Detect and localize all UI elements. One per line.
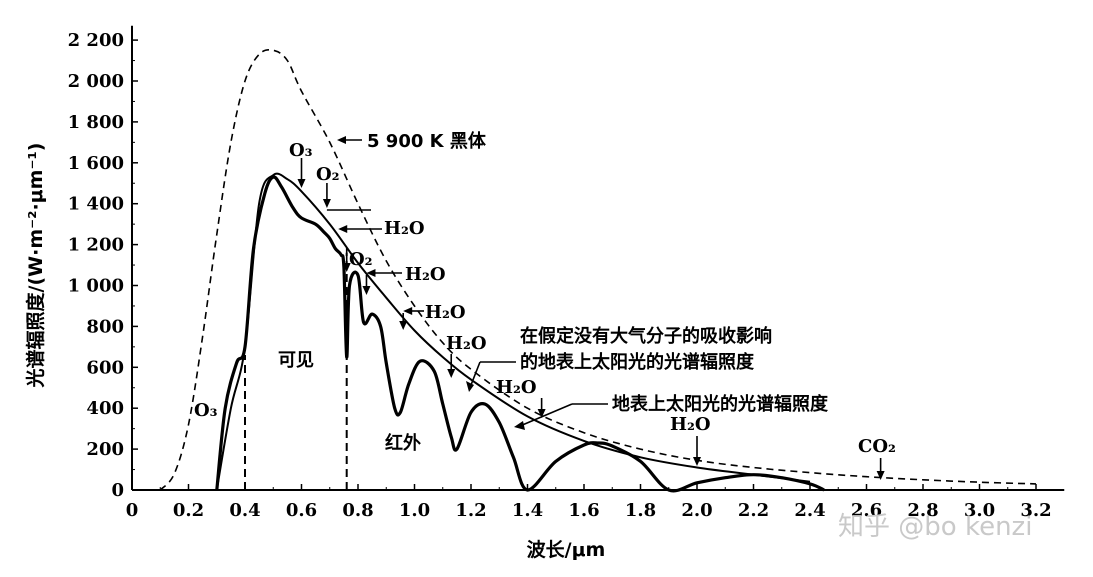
arrow-h2o-f-head [693,457,701,466]
arrow-co2-head [876,471,885,480]
x-tick-label: 2.2 [738,500,769,521]
absorption-label-h2o-c: H₂O [425,302,466,323]
x-tick-label: 0 [126,500,139,521]
region-label-infrared: 红外 [385,432,421,454]
x-tick-label: 1.2 [455,500,486,521]
y-tick-label: 200 [86,439,124,460]
arrow-o3-head [297,179,306,188]
y-tick-label: 2 000 [68,71,124,92]
arrow-o2-b-head [342,263,351,272]
arrow-blackbody-head [337,136,346,144]
x-tick-label: 3.0 [964,500,995,521]
x-tick-label: 3.2 [1020,500,1051,521]
x-tick-label: 2.0 [681,500,712,521]
leader-no-absorption-head [466,381,474,392]
annotation-no-absorption-line2: 的地表上太阳光的光谱辐照度 [520,351,755,373]
leader-no-absorption-diag [470,361,481,386]
leader-surface-diag [519,403,573,427]
arrow-h2o-c-down-head [399,321,408,330]
y-tick-label: 800 [86,316,124,337]
annotation-no-absorption-line1: 在假定没有大气分子的吸收影响 [520,325,772,347]
arrow-h2o-b-down-head [362,286,371,295]
y-tick-label: 400 [86,398,124,419]
x-tick-label: 0.2 [173,500,204,521]
absorption-label-o3: O₃ [289,140,313,161]
x-tick-label: 0.4 [229,500,260,521]
arrow-h2o-b-head [366,269,376,277]
y-axis-title: 光谱辐照度/(W·m⁻²·μm⁻¹) [24,143,47,389]
watermark: 知乎 @bo kenzi [838,512,1032,542]
leader-surface-head [514,421,525,430]
absorption-label-h2o-a: H₂O [384,218,425,239]
arrow-h2o-c-head [403,307,413,315]
series-surface-irradiance [215,175,825,493]
series-lines [159,49,1037,493]
y-tick-label: 600 [86,357,124,378]
y-tick-label: 1 200 [68,235,124,256]
x-tick-label: 0.6 [286,500,317,521]
y-tick-label: 1 800 [68,112,124,133]
arrow-h2o-a-head [338,225,348,233]
x-tick-label: 1.0 [399,500,430,521]
absorption-label-o2-a: O₂ [316,164,340,185]
x-tick-label: 1.8 [625,500,656,521]
tick-labels: 0 0.2 0.4 0.6 0.8 1.0 1.2 1.4 1.6 1.8 2.0 2.2 2.4 2.6… [68,30,1052,521]
arrow-h2o-e-head [537,409,546,418]
series-blackbody-5900k [159,49,1037,491]
x-tick-label: 2.4 [794,500,825,521]
absorption-label-o2-b: O₂ [349,249,373,270]
x-tick-label: 2.8 [907,500,938,521]
x-axis-title: 波长/μm [527,538,606,561]
y-tick-label: 1 000 [68,276,124,297]
arrow-o2-a-head [322,199,331,208]
absorption-label-o3-left: O₃ [194,400,218,421]
y-tick-label: 1 600 [68,153,124,174]
arrow-h2o-d-head [447,369,456,378]
absorption-label-h2o-d: H₂O [446,333,487,354]
x-tick-label: 1.6 [568,500,599,521]
annotation-blackbody: 5 900 K 黑体 [367,130,487,152]
region-label-visible: 可见 [278,350,314,371]
axes [131,25,1065,491]
x-tick-label: 1.4 [512,500,543,521]
absorption-label-h2o-e: H₂O [496,377,537,398]
y-tick-label: 1 400 [68,194,124,215]
absorption-markers [297,136,885,480]
y-tick-label: 2 200 [68,30,124,51]
x-tick-label: 0.8 [342,500,373,521]
x-tick-label: 2.6 [851,500,882,521]
absorption-label-h2o-f: H₂O [670,414,711,435]
absorption-label-h2o-b: H₂O [405,264,446,285]
annotation-surface: 地表上太阳光的光谱辐照度 [612,393,829,415]
absorption-label-co2: CO₂ [858,436,896,457]
y-tick-label: 0 [111,480,124,501]
